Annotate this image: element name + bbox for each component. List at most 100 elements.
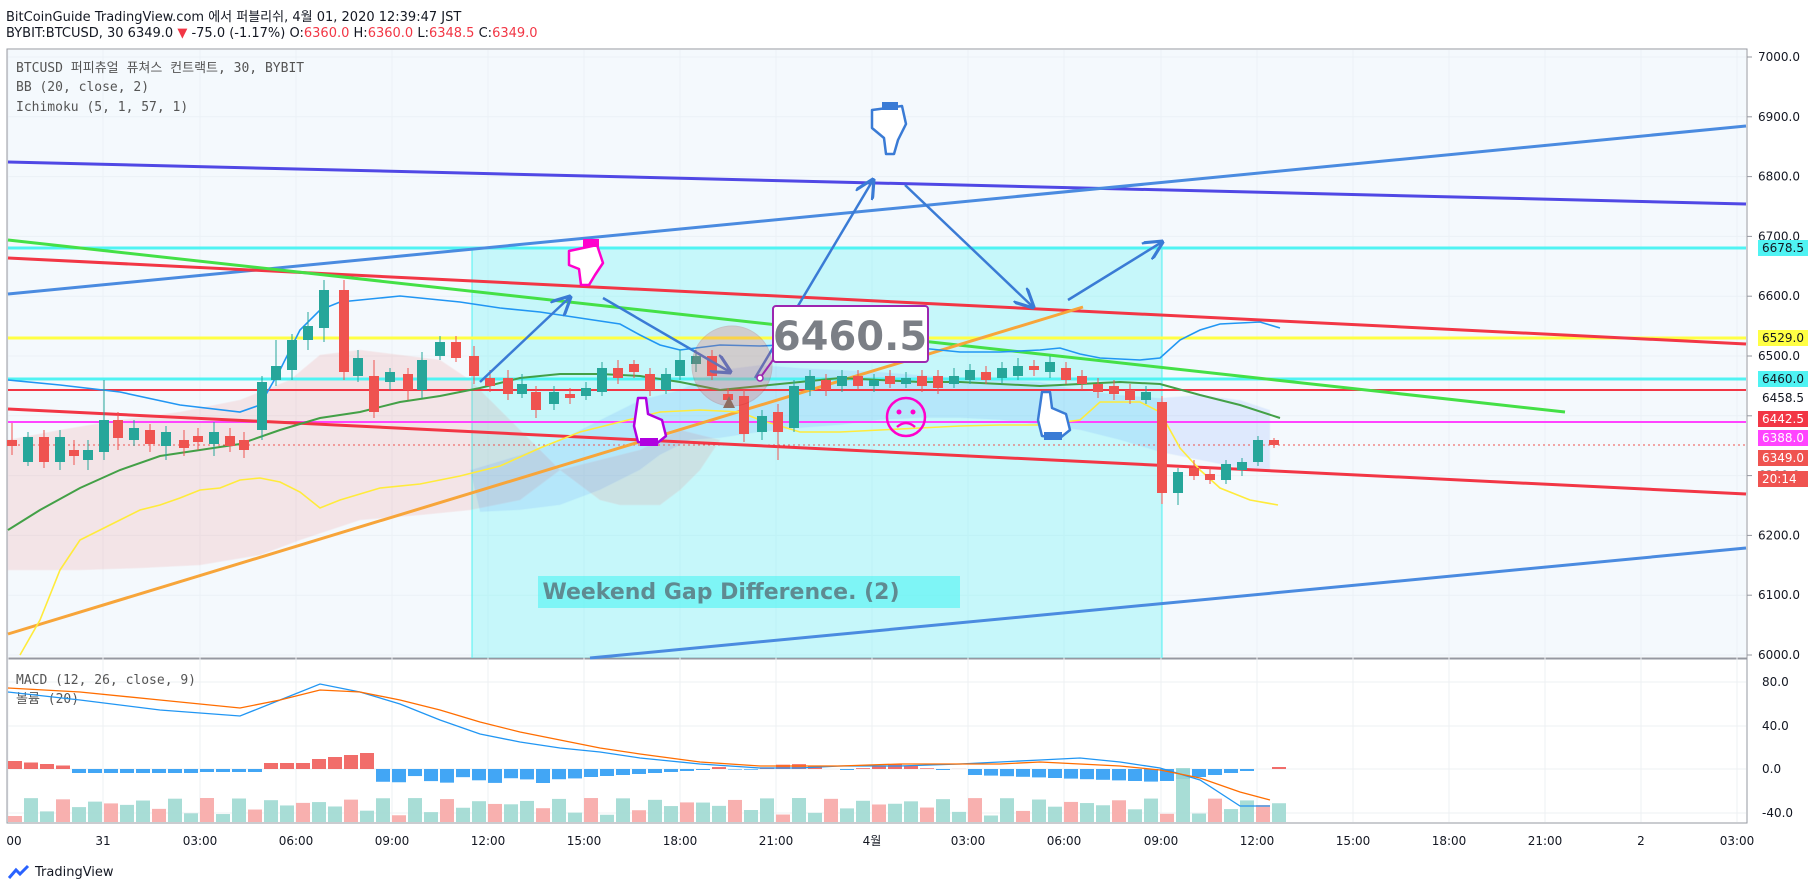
- candle-body: [257, 382, 267, 430]
- time-axis-label: 12:00: [1240, 834, 1275, 848]
- volume-bar: [424, 812, 438, 822]
- volume-bar: [1240, 800, 1254, 822]
- volume-bar: [920, 807, 934, 822]
- macd-histogram-bar: [248, 769, 262, 772]
- candle-body: [933, 376, 943, 388]
- macd-histogram-bar: [616, 769, 630, 775]
- small-arrow-icon: [723, 396, 735, 408]
- macd-histogram-bar: [984, 769, 998, 776]
- macd-histogram-bar: [1064, 769, 1078, 779]
- macd-axis-label: 80.0: [1762, 675, 1789, 689]
- price-callout-text: 6460.5: [773, 314, 927, 360]
- candle-body: [645, 374, 655, 390]
- price-axis[interactable]: 7000.06900.06800.06700.06600.06500.06400…: [1747, 50, 1800, 662]
- volume-bar: [408, 798, 422, 822]
- price-tag-bg: [1758, 450, 1808, 466]
- macd-histogram-bar: [1208, 769, 1222, 775]
- close-label: C:: [478, 26, 493, 41]
- pointing-hand-icon-top: [870, 102, 908, 156]
- macd-histogram-bar: [1272, 767, 1286, 769]
- volume-bar: [136, 800, 150, 822]
- volume-bar: [664, 806, 678, 822]
- high-label: H:: [353, 26, 368, 41]
- volume-bar: [440, 799, 454, 822]
- macd-histogram-bar: [536, 769, 550, 783]
- candle-body: [99, 420, 109, 452]
- price-axis-label: 7000.0: [1758, 50, 1800, 64]
- candle-body: [1205, 474, 1215, 480]
- macd-histogram-bar: [216, 769, 230, 772]
- price-axis-label: 6600.0: [1758, 289, 1800, 303]
- time-axis[interactable]: 00 31 03:00 06:00 09:00 12:00 15:00 18:00 21:00 4…: [6, 834, 1754, 848]
- price-candles[interactable]: [7, 280, 1279, 505]
- macd-indicator[interactable]: [7, 683, 1286, 822]
- volume-bar: [296, 802, 310, 822]
- price-tag-bg: [1758, 371, 1808, 387]
- candle-body: [179, 440, 189, 448]
- candle-body: [1189, 468, 1199, 476]
- candle-body: [675, 360, 685, 376]
- time-axis-label: 31: [95, 834, 110, 848]
- candle-body: [805, 376, 815, 390]
- candle-body: [789, 386, 799, 428]
- candle-body: [949, 376, 959, 384]
- candle-body: [209, 432, 219, 444]
- macd-signal-line: [7, 687, 1271, 801]
- volume-bar: [872, 804, 886, 822]
- macd-axis-label: 40.0: [1762, 719, 1789, 733]
- legend-main: BTCUSD 퍼피츄얼 퓨쳐스 컨트랙트, 30, BYBIT: [16, 61, 304, 76]
- macd-histogram-bar: [344, 755, 358, 769]
- bb-upper: [7, 295, 1281, 413]
- volume-bar: [1144, 798, 1158, 822]
- macd-histogram-bar: [408, 769, 422, 777]
- volume-bar: [632, 810, 646, 822]
- volume-bar: [72, 807, 86, 822]
- macd-histogram-bar: [632, 769, 646, 774]
- volume-bar: [1080, 803, 1094, 822]
- candle-body: [549, 392, 559, 404]
- price-tag-bg: [1758, 330, 1808, 346]
- time-axis-label: 18:00: [1432, 834, 1467, 848]
- trendline-blue-upper: [7, 160, 1747, 206]
- macd-histogram-bar: [552, 769, 566, 780]
- volume-bar: [456, 807, 470, 822]
- macd-histogram-bar: [1000, 769, 1014, 777]
- macd-histogram-bar: [72, 769, 86, 773]
- ichimoku-cloud-red: [7, 349, 721, 571]
- volume-bar: [392, 815, 406, 822]
- candle-body: [869, 380, 879, 386]
- volume-bar: [488, 803, 502, 822]
- chart-canvas[interactable]: 6460.5 Weekend Gap Difference. (2) BTCUS…: [0, 0, 1818, 860]
- macd-histogram-bar: [264, 763, 278, 769]
- footer-brand[interactable]: TradingView: [8, 864, 114, 880]
- volume-bar: [1272, 803, 1286, 822]
- macd-histogram-bar: [440, 769, 454, 783]
- legend-ichimoku: Ichimoku (5, 1, 57, 1): [16, 100, 188, 115]
- time-axis-label: 4월: [863, 834, 882, 848]
- candle-body: [339, 290, 349, 372]
- macd-histogram-bar: [744, 769, 758, 770]
- macd-histogram-bar: [840, 769, 854, 770]
- volume-bar: [1096, 805, 1110, 822]
- volume-bar: [712, 805, 726, 822]
- volume-bar: [680, 802, 694, 822]
- volume-bar: [88, 801, 102, 822]
- candle-body: [485, 378, 495, 386]
- macd-histogram-bar: [1224, 769, 1238, 773]
- candle-body: [821, 380, 831, 390]
- candle-body: [917, 376, 927, 386]
- macd-axis[interactable]: 80.0 40.0 0.0 -40.0: [1762, 675, 1793, 820]
- macd-histogram-bar: [968, 769, 982, 775]
- volume-bar: [776, 814, 790, 822]
- gap-label-bg: [538, 576, 960, 608]
- macd-histogram-bar: [472, 769, 486, 781]
- volume-bar: [120, 804, 134, 822]
- tradingview-logo-icon: [8, 864, 30, 879]
- volume-bar: [472, 801, 486, 822]
- macd-histogram-bar: [104, 769, 118, 773]
- time-axis-label: 03:00: [183, 834, 218, 848]
- macd-pane[interactable]: [6, 658, 1748, 824]
- candle-body: [193, 436, 203, 442]
- candle-body: [1269, 440, 1279, 445]
- macd-histogram-bar: [40, 764, 54, 769]
